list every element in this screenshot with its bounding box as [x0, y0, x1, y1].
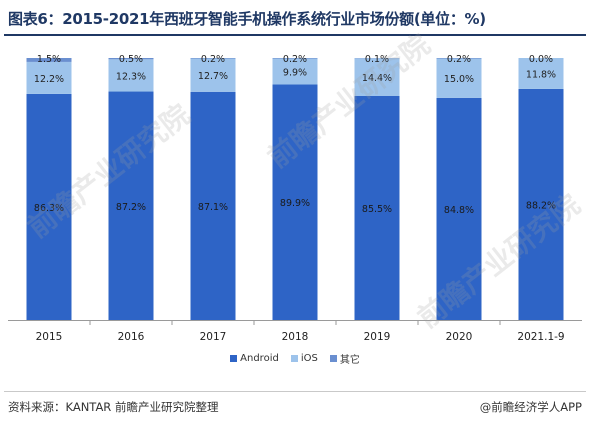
chart-title: 图表6：2015-2021年西班牙智能手机操作系统行业市场份额(单位：%): [8, 10, 486, 28]
data-label-other: 0.1%: [365, 54, 389, 65]
data-label-android: 88.2%: [526, 200, 556, 211]
data-label-ios: 12.7%: [198, 71, 228, 82]
data-label-ios: 12.3%: [116, 71, 146, 82]
bar-other: [436, 58, 482, 59]
brand-credit: @前瞻经济学人APP: [479, 400, 582, 414]
bar-ios: [190, 58, 236, 92]
legend-swatch: [230, 355, 238, 362]
data-label-ios: 12.2%: [34, 74, 64, 85]
x-tick-label: 2017: [200, 331, 227, 343]
data-label-ios: 14.4%: [362, 73, 392, 84]
bar-android: [518, 88, 564, 320]
x-tick-label: 2019: [364, 331, 391, 343]
bar-ios: [354, 58, 400, 96]
data-label-other: 0.2%: [447, 54, 471, 65]
bar-android: [26, 93, 72, 320]
bar-android: [354, 95, 400, 320]
data-label-android: 85.5%: [362, 204, 392, 215]
data-label-other: 0.2%: [201, 54, 225, 65]
data-label-android: 84.8%: [444, 205, 474, 216]
x-tick-label: 2020: [446, 331, 473, 343]
bar-other: [190, 58, 236, 59]
source-note: 资料来源：KANTAR 前瞻产业研究院整理: [8, 400, 219, 414]
data-label-other: 0.2%: [283, 54, 307, 65]
bar-ios: [108, 59, 154, 92]
title-divider: [4, 34, 586, 36]
legend-label: iOS: [300, 353, 318, 364]
bar-android: [272, 84, 318, 320]
legend-label: 其它: [339, 355, 360, 366]
x-tick-label: 2015: [36, 331, 63, 343]
bar-android: [108, 91, 154, 320]
x-tick-label: 2018: [282, 331, 309, 343]
data-label-android: 87.2%: [116, 202, 146, 213]
legend-item: iOS: [290, 353, 318, 364]
stacked-bar-chart: 1.5% 12.2% 86.3% 2015 0.5% 12.3% 87.2% 2016 0.2%…: [8, 54, 582, 343]
data-label-ios: 9.9%: [283, 67, 307, 78]
bar-ios: [26, 61, 72, 94]
bar-android: [436, 97, 482, 320]
bar-ios: [272, 58, 318, 85]
bar-other: [26, 58, 72, 62]
legend-swatch: [329, 355, 337, 362]
x-tick-label: 2021.1-9: [517, 331, 564, 343]
data-label-other: 1.5%: [37, 54, 61, 65]
bar-other: [108, 58, 154, 60]
chart-legend: Android iOS 其它: [0, 351, 590, 366]
data-label-android: 86.3%: [34, 203, 64, 214]
bar-ios: [518, 58, 564, 89]
legend-item: 其它: [329, 351, 360, 366]
bar-android: [190, 91, 236, 320]
legend-label: Android: [240, 353, 279, 364]
legend-swatch: [290, 355, 298, 362]
x-tick-label: 2016: [118, 331, 145, 343]
data-label-other: 0.0%: [529, 54, 553, 65]
legend-item: Android: [230, 353, 279, 364]
bar-other: [272, 58, 318, 59]
data-label-ios: 11.8%: [526, 69, 556, 80]
data-label-android: 87.1%: [198, 202, 228, 213]
data-label-other: 0.5%: [119, 54, 143, 65]
data-label-ios: 15.0%: [444, 74, 474, 85]
data-label-android: 89.9%: [280, 198, 310, 209]
bar-ios: [436, 58, 482, 98]
footer-divider: [4, 391, 586, 392]
